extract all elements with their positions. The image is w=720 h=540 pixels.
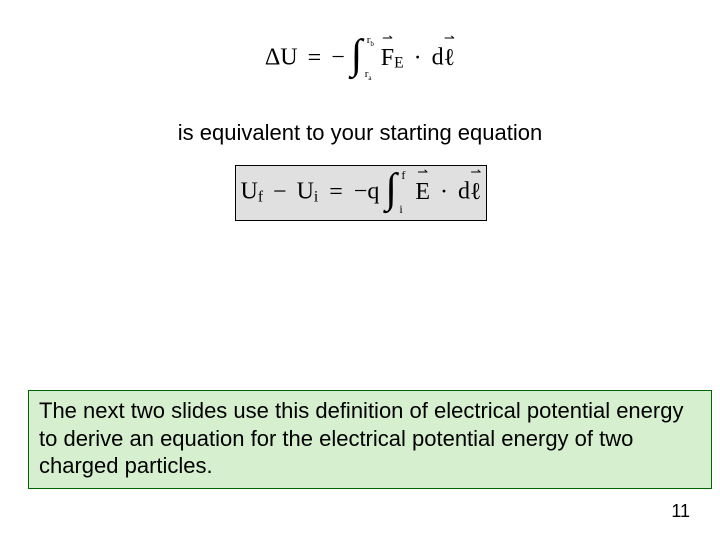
page-number: 11 [671, 501, 690, 522]
sub-i: i [314, 189, 318, 206]
slide: ΔU = − ∫ rb ra ⇀ F E · d⇀ℓ is equivalent… [0, 0, 720, 540]
ell-letter: ℓ [444, 45, 456, 71]
integral-symbol: ∫ rb ra [351, 38, 375, 80]
e-letter: E [415, 179, 430, 205]
equation-delta-u: ΔU = − ∫ rb ra ⇀ F E · d⇀ℓ [0, 38, 720, 80]
vector-f: ⇀ F [381, 45, 394, 72]
d: d [432, 45, 444, 71]
f-letter: F [381, 45, 394, 71]
minus-uf-ui: − [269, 179, 291, 205]
note-text: The next two slides use this definition … [39, 398, 683, 478]
u-f: U [240, 179, 257, 205]
sub-f: f [258, 189, 263, 206]
minus: − [331, 45, 345, 71]
equals: = [304, 45, 326, 71]
int-upper-sub: b [370, 40, 374, 48]
neg-2: − [354, 179, 368, 205]
q: q [367, 179, 379, 205]
dot-2: · [436, 179, 452, 205]
vector-ell: ⇀ℓ [444, 45, 456, 72]
note-box: The next two slides use this definition … [28, 390, 712, 489]
subtitle-text: is equivalent to your starting equation [0, 120, 720, 146]
int-upper-f: f [401, 168, 405, 183]
delta-u: ΔU [265, 45, 298, 71]
int-lower-i: i [399, 202, 402, 217]
int-lower-sub: a [368, 74, 371, 82]
equals-2: = [324, 179, 348, 205]
u-i: U [297, 179, 314, 205]
vector-e: ⇀ E [415, 179, 430, 206]
d-2: d [458, 179, 470, 205]
integral-symbol-2: ∫ f i [385, 172, 409, 214]
equation-box: Uf − Ui = −q ∫ f i ⇀ E · d⇀ℓ [235, 165, 487, 221]
f-subscript: E [394, 55, 404, 72]
vector-ell-2: ⇀ℓ [470, 179, 482, 206]
ell-letter-2: ℓ [470, 179, 482, 205]
dot: · [410, 45, 426, 71]
